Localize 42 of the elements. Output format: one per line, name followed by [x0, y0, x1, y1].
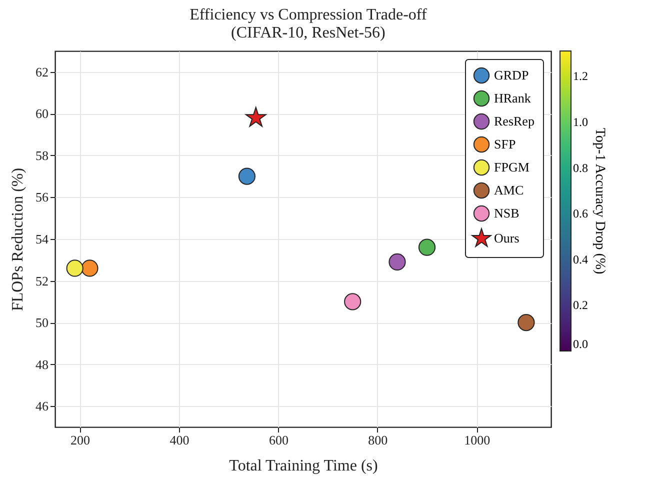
point	[238, 168, 256, 185]
y-tick-label: 60	[36, 106, 48, 122]
y-tick-label: 46	[36, 398, 49, 414]
y-tick-label: 62	[36, 64, 48, 80]
x-tick-label: 400	[170, 432, 190, 448]
color-bar-label: 0.8	[573, 160, 588, 175]
point	[518, 314, 535, 332]
color-bar-label: 1.0	[573, 114, 588, 129]
legend-label: SFP	[494, 136, 516, 152]
x-axis-title: Total Training Time (s)	[229, 458, 378, 474]
legend-label: NSB	[494, 206, 520, 220]
y-tick-label: 54	[36, 232, 49, 246]
y-tick-label: 56	[36, 190, 49, 205]
color-bar-label: 0.4	[573, 252, 588, 266]
point	[81, 260, 98, 277]
y-tick-label: 58	[36, 148, 48, 163]
point	[245, 106, 266, 127]
x-tick-label: 200	[70, 432, 90, 448]
y-tick-label: 50	[36, 315, 48, 330]
color-bar-label: 0.6	[573, 206, 588, 221]
legend-label: GRDP	[494, 68, 529, 82]
chart-subtitle: (CIFAR-10, ResNet-56)	[231, 24, 386, 42]
legend-label: ResRep	[494, 114, 534, 128]
point	[66, 260, 84, 277]
x-tick-label: 600	[268, 432, 288, 448]
legend-label: HRank	[494, 90, 532, 106]
x-tick-label: 800	[368, 432, 388, 448]
color-bar-title: Top-1 Accuracy Drop (%)	[592, 128, 607, 275]
legend-label: AMC	[494, 182, 524, 198]
point	[418, 238, 436, 256]
point	[344, 293, 362, 310]
chart-title: Efficiency vs Compression Trade-off	[190, 6, 428, 24]
color-bar-label: 0.2	[573, 298, 588, 312]
y-tick-label: 48	[36, 356, 48, 372]
point	[388, 253, 406, 271]
color-bar-label: 1.2	[573, 69, 588, 84]
x-tick-label: 1000	[464, 432, 490, 448]
y-axis-title: FLOPs Reduction (%)	[10, 168, 26, 312]
legend-label: FPGM	[494, 160, 530, 174]
y-tick-label: 52	[36, 273, 48, 288]
color-bar-label: 0.0	[573, 337, 588, 351]
legend-label: Ours	[494, 230, 520, 246]
